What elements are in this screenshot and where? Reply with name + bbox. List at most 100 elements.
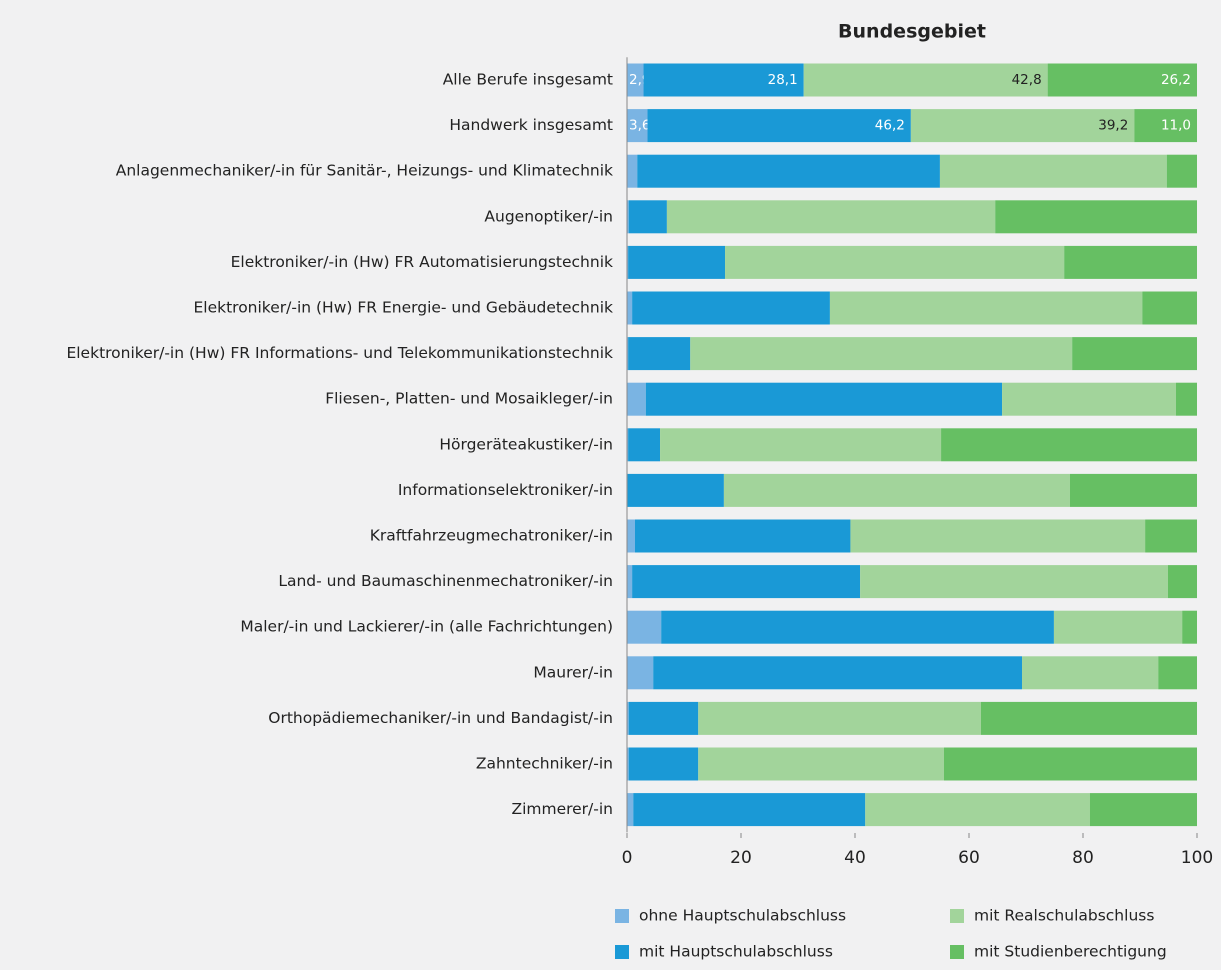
bar-segment xyxy=(628,200,667,234)
bar-segment xyxy=(627,565,633,599)
bar-segment xyxy=(627,747,629,781)
bar-segment xyxy=(941,428,1197,462)
category-label: Informationselektroniker/-in xyxy=(398,481,613,499)
x-tick-label: 40 xyxy=(844,848,866,868)
value-label: 3,6 xyxy=(629,118,650,134)
category-label: Zimmerer/-in xyxy=(511,800,613,818)
bar-segment xyxy=(627,109,648,143)
category-label: Hörgeräteakustiker/-in xyxy=(439,435,613,453)
value-label: 46,2 xyxy=(875,118,905,134)
x-tick-label: 100 xyxy=(1181,848,1213,868)
bar-segment xyxy=(698,747,944,781)
bar-segment xyxy=(1182,610,1197,644)
bar-segment xyxy=(628,701,699,735)
bar-segment xyxy=(1166,154,1197,188)
legend-swatch xyxy=(615,945,629,959)
legend-label: mit Studienberechtigung xyxy=(974,943,1167,961)
legend-label: ohne Hauptschulabschluss xyxy=(639,907,846,925)
bar-segment xyxy=(627,473,724,507)
category-label: Kraftfahrzeugmechatroniker/-in xyxy=(370,527,613,545)
bar-segment xyxy=(627,701,629,735)
bar-segment xyxy=(627,793,634,827)
bar-segment xyxy=(725,245,1065,279)
category-label: Land- und Baumaschinenmechatroniker/-in xyxy=(278,572,613,590)
bar-segment xyxy=(1047,63,1197,97)
bar-segment xyxy=(627,519,635,553)
value-label: 39,2 xyxy=(1098,118,1128,134)
bar-segment xyxy=(628,747,699,781)
bar-segment xyxy=(1142,291,1197,325)
bar-segment xyxy=(645,382,1003,416)
bar-segment xyxy=(1064,245,1197,279)
bar-segment xyxy=(690,337,1073,371)
bar-segment xyxy=(1089,793,1197,827)
legend-swatch xyxy=(615,909,629,923)
bar-segment xyxy=(1053,610,1183,644)
category-label: Orthopädiemechaniker/-in und Bandagist/-… xyxy=(268,709,613,727)
legend-swatch xyxy=(950,909,964,923)
legend-swatch xyxy=(950,945,964,959)
value-label: 42,8 xyxy=(1012,72,1042,88)
bar-segment xyxy=(698,701,981,735)
category-label: Augenoptiker/-in xyxy=(484,207,613,225)
bar-segment xyxy=(1145,519,1197,553)
bar-segment xyxy=(632,291,830,325)
bar-segment xyxy=(995,200,1197,234)
bar-segment xyxy=(1022,656,1159,690)
bar-segment xyxy=(829,291,1143,325)
value-label: 26,2 xyxy=(1161,72,1191,88)
bar-segment xyxy=(910,109,1135,143)
bar-segment xyxy=(1167,565,1197,599)
category-label: Handwerk insgesamt xyxy=(449,116,613,134)
bar-segment xyxy=(627,610,662,644)
x-tick-label: 0 xyxy=(622,848,633,868)
bar-segment xyxy=(628,337,691,371)
bar-segment xyxy=(660,428,942,462)
bar-segment xyxy=(633,793,866,827)
bar-segment xyxy=(723,473,1070,507)
category-label: Alle Berufe insgesamt xyxy=(443,71,613,89)
bar-segment xyxy=(666,200,996,234)
bar-segment xyxy=(943,747,1197,781)
legend-label: mit Hauptschulabschluss xyxy=(639,943,833,961)
bar-segment xyxy=(1069,473,1197,507)
bar-segment xyxy=(803,63,1048,97)
bar-segment xyxy=(627,200,629,234)
category-label: Maurer/-in xyxy=(533,663,613,681)
bar-segment xyxy=(643,63,804,97)
category-label: Fliesen-, Platten- und Mosaikleger/-in xyxy=(325,390,613,408)
bar-segment xyxy=(628,245,726,279)
category-label: Elektroniker/-in (Hw) FR Energie- und Ge… xyxy=(193,299,613,317)
bar-segment xyxy=(653,656,1023,690)
bar-segment xyxy=(647,109,911,143)
bar-segment xyxy=(637,154,940,188)
category-label: Maler/-in und Lackierer/-in (alle Fachri… xyxy=(240,618,613,636)
x-tick-label: 60 xyxy=(958,848,980,868)
bar-segment xyxy=(627,428,629,462)
bar-segment xyxy=(1072,337,1197,371)
bar-segment xyxy=(1002,382,1176,416)
value-label: 28,1 xyxy=(768,72,798,88)
value-label: 11,0 xyxy=(1161,118,1191,134)
x-tick-label: 80 xyxy=(1072,848,1094,868)
bar-segment xyxy=(628,428,661,462)
bar-segment xyxy=(627,382,646,416)
bar-segment xyxy=(860,565,1168,599)
bar-segment xyxy=(627,154,638,188)
bar-segment xyxy=(627,245,629,279)
bar-segment xyxy=(634,519,851,553)
bar-segment xyxy=(627,656,654,690)
bar-segment xyxy=(850,519,1146,553)
category-label: Zahntechniker/-in xyxy=(476,755,613,773)
bar-segment xyxy=(980,701,1197,735)
chart-title: Bundesgebiet xyxy=(838,21,986,43)
bar-segment xyxy=(1175,382,1197,416)
category-label: Elektroniker/-in (Hw) FR Informations- u… xyxy=(66,344,613,362)
bar-segment xyxy=(1158,656,1197,690)
category-label: Anlagenmechaniker/-in für Sanitär-, Heiz… xyxy=(116,162,613,180)
category-label: Elektroniker/-in (Hw) FR Automatisierung… xyxy=(231,253,613,271)
bar-segment xyxy=(627,63,644,97)
legend-label: mit Realschulabschluss xyxy=(974,907,1154,925)
bar-segment xyxy=(627,337,629,371)
